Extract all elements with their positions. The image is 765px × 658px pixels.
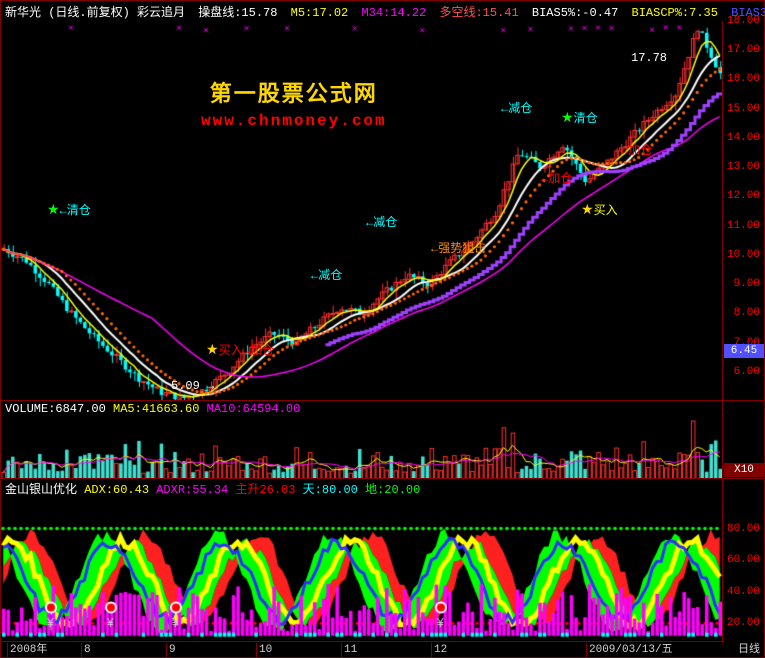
adx-canvas — [1, 479, 722, 643]
adx-yaxis: 80.0060.0040.0020.00 — [722, 479, 764, 643]
volume-header: VOLUME:6847.00 MA5:41663.60 MA10:64594.0… — [5, 402, 300, 416]
main-price-panel: 第一股票公式网 www.chnmoney.com ★←清仓5.09 →★买入→加… — [1, 21, 722, 401]
adx-panel: 金山银山优化 ADX:60.43 ADXR:55.34 主升26.03 天:80… — [1, 479, 722, 643]
volume-yaxis: X10 — [722, 401, 764, 479]
time-axis: 2008年891011122009/03/13/五日线 — [1, 641, 722, 657]
chart-header: 新华光 (日线.前复权) 彩云追月 操盘线:15.78 M5:17.02 M34… — [5, 3, 760, 19]
adx-header: 金山银山优化 ADX:60.43 ADXR:55.34 主升26.03 天:80… — [5, 480, 420, 497]
volume-flag: X10 — [724, 463, 764, 477]
main-price-canvas — [1, 21, 722, 401]
main-yaxis: 18.0017.0016.0015.0014.0013.0012.0011.00… — [722, 21, 764, 401]
volume-panel: VOLUME:6847.00 MA5:41663.60 MA10:64594.0… — [1, 401, 722, 479]
